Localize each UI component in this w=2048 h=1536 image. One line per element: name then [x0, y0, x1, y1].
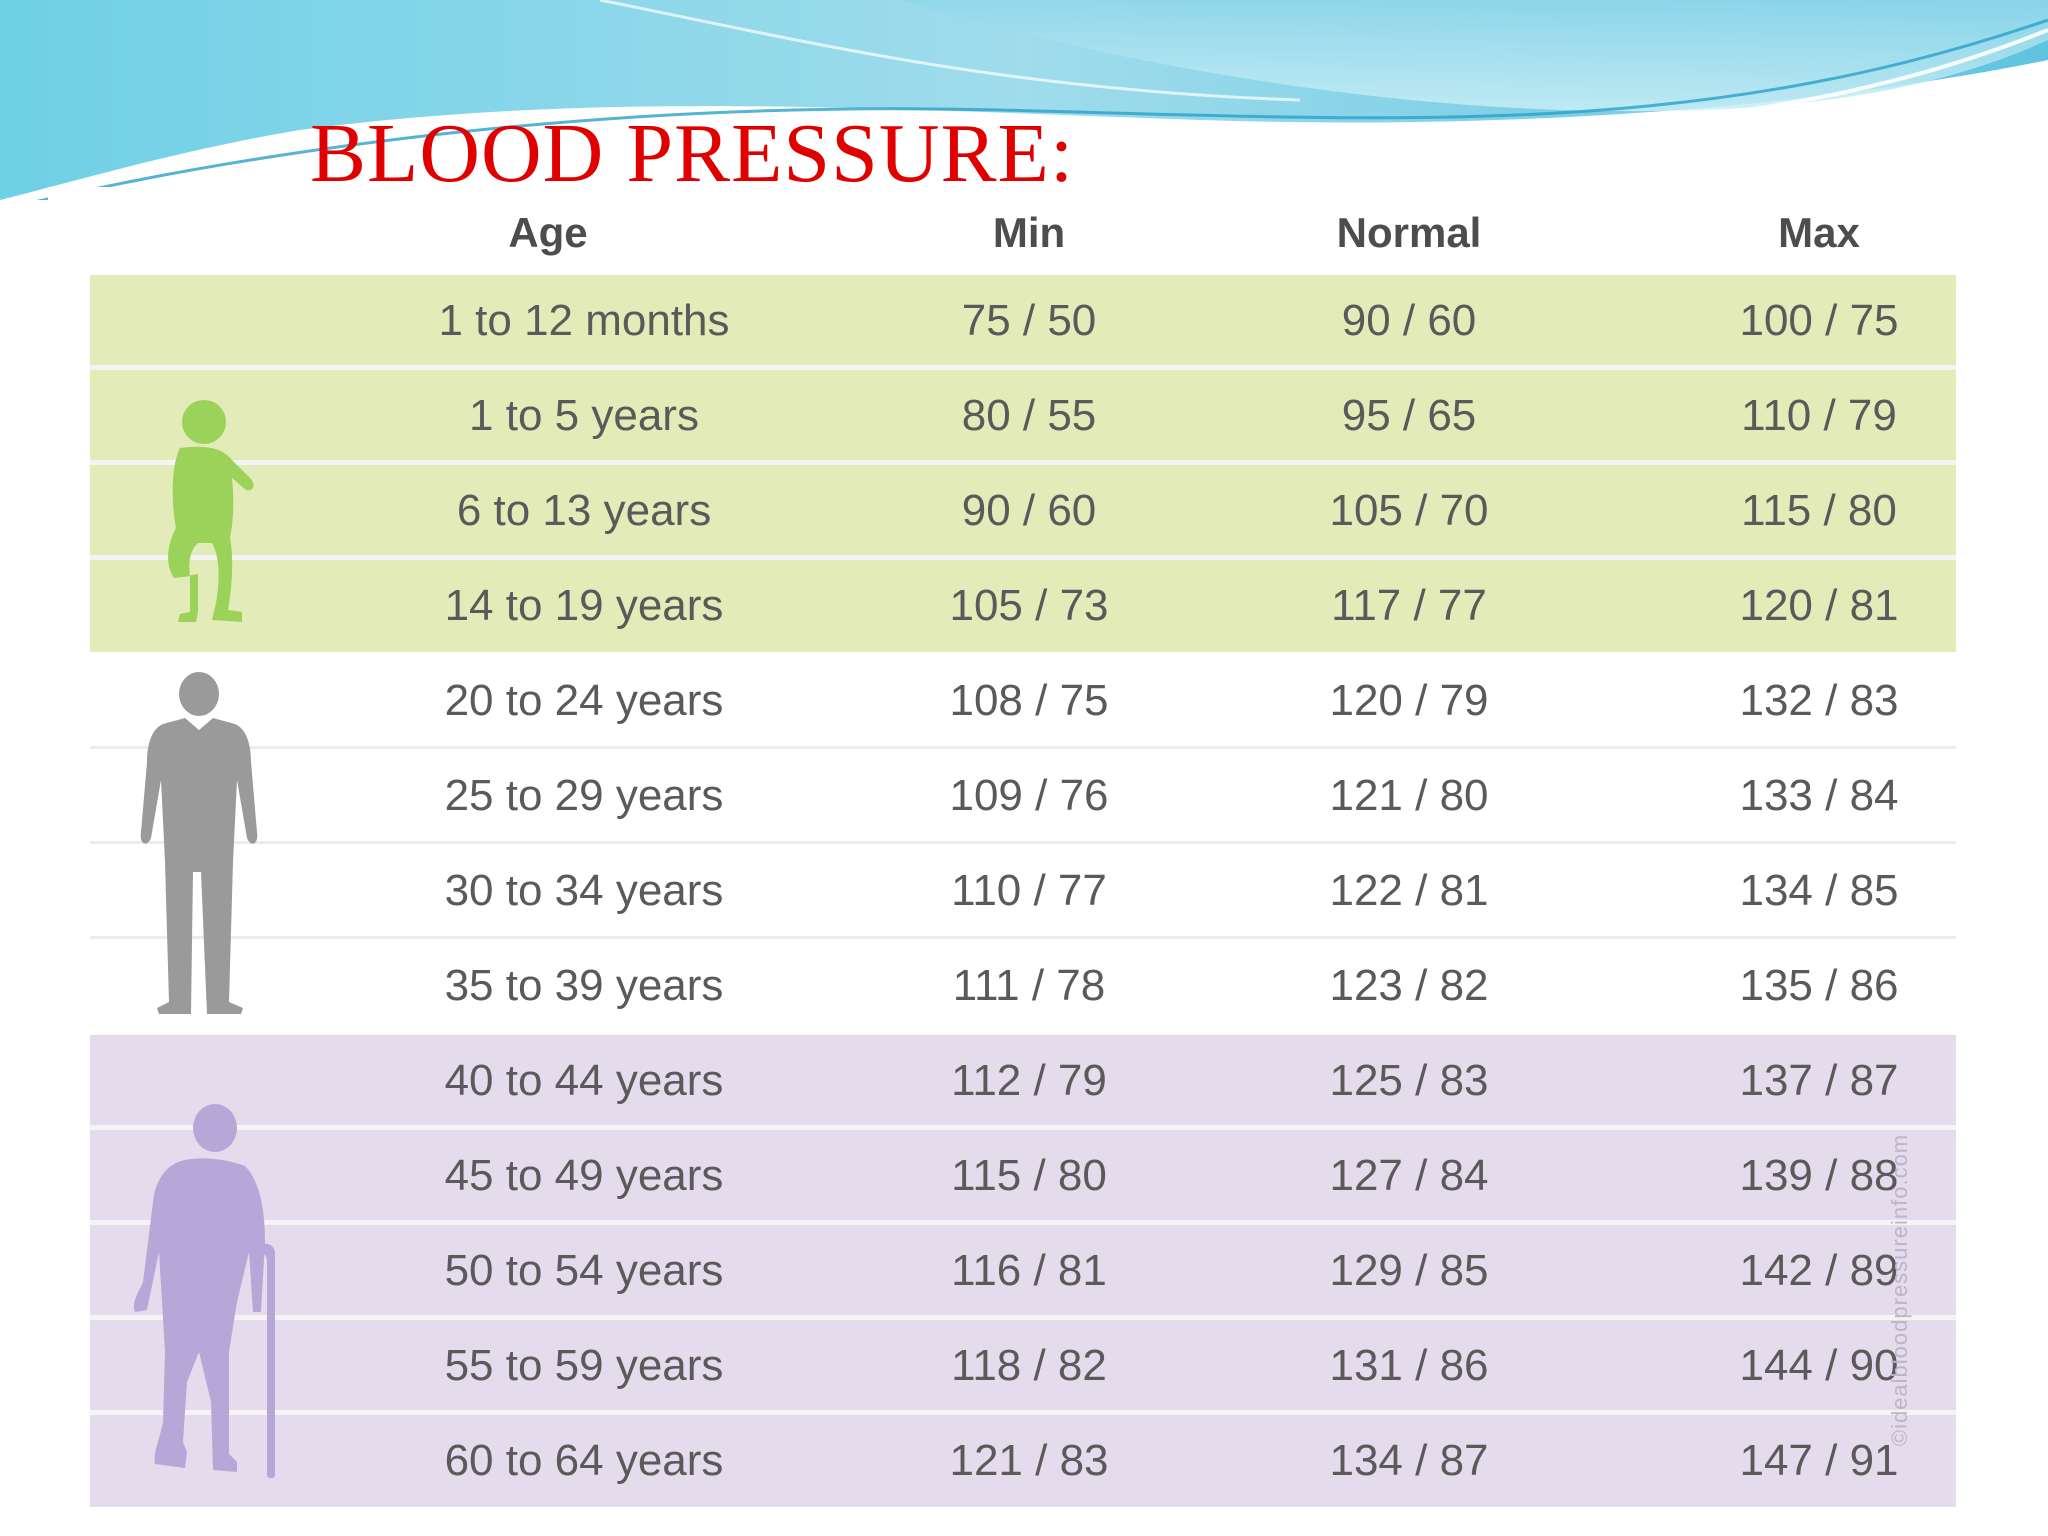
row-divider: [90, 841, 1956, 844]
table-row: 40 to 44 years 112 / 79 125 / 83 137 / 8…: [90, 1035, 1956, 1130]
table-row: 55 to 59 years 118 / 82 131 / 86 144 / 9…: [90, 1320, 1956, 1415]
row-divider: [90, 746, 1956, 749]
table-row: 20 to 24 years 108 / 75 120 / 79 132 / 8…: [90, 655, 1956, 749]
min-cell: 110 / 77: [951, 866, 1107, 915]
table-row: 30 to 34 years 110 / 77 122 / 81 134 / 8…: [90, 845, 1956, 939]
row-divider: [90, 365, 1956, 370]
row-divider: [90, 1410, 1956, 1415]
table-row: 14 to 19 years 105 / 73 117 / 77 120 / 8…: [90, 560, 1956, 652]
normal-cell: 105 / 70: [1329, 486, 1489, 535]
max-cell: 137 / 87: [1739, 1056, 1899, 1105]
row-divider: [90, 1315, 1956, 1320]
min-cell: 116 / 81: [951, 1246, 1107, 1295]
normal-cell: 120 / 79: [1329, 676, 1489, 725]
normal-cell: 125 / 83: [1329, 1056, 1489, 1105]
normal-cell: 127 / 84: [1329, 1151, 1489, 1200]
min-cell: 111 / 78: [952, 961, 1106, 1010]
max-cell: 139 / 88: [1739, 1151, 1899, 1200]
age-cell: 45 to 49 years: [444, 1151, 724, 1200]
age-cell: 60 to 64 years: [444, 1436, 724, 1485]
source-watermark: ©idealbloodpressureinfo.com: [1887, 1133, 1913, 1447]
age-cell: 6 to 13 years: [456, 486, 712, 535]
normal-cell: 129 / 85: [1329, 1246, 1489, 1295]
table-row: 1 to 12 months 75 / 50 90 / 60 100 / 75: [90, 275, 1956, 370]
table-row: 60 to 64 years 121 / 83 134 / 87 147 / 9…: [90, 1415, 1956, 1507]
min-cell: 109 / 76: [949, 771, 1109, 820]
elderly-with-cane-silhouette-icon: [133, 1104, 275, 1478]
max-cell: 142 / 89: [1739, 1246, 1899, 1295]
min-cell: 75 / 50: [961, 296, 1097, 345]
min-cell: 118 / 82: [951, 1341, 1107, 1390]
row-divider: [90, 460, 1956, 465]
age-cell: 50 to 54 years: [444, 1246, 724, 1295]
row-divider: [90, 1125, 1956, 1130]
age-cell: 35 to 39 years: [444, 961, 724, 1010]
min-cell: 80 / 55: [961, 391, 1097, 440]
max-cell: 110 / 79: [1741, 391, 1897, 440]
max-cell: 135 / 86: [1739, 961, 1899, 1010]
max-cell: 120 / 81: [1739, 581, 1899, 630]
age-cell: 25 to 29 years: [444, 771, 724, 820]
table-row: 1 to 5 years 80 / 55 95 / 65 110 / 79: [90, 370, 1956, 465]
max-cell: 100 / 75: [1739, 296, 1899, 345]
adult-silhouette-icon: [140, 672, 258, 1014]
table-row: 6 to 13 years 90 / 60 105 / 70 115 / 80: [90, 465, 1956, 560]
header-min: Min: [992, 209, 1066, 256]
age-cell: 20 to 24 years: [444, 676, 724, 725]
min-cell: 108 / 75: [949, 676, 1109, 725]
table-header: Age Min Normal Max: [48, 187, 1960, 279]
age-cell: 1 to 12 months: [438, 296, 730, 345]
row-divider: [90, 555, 1956, 560]
normal-cell: 122 / 81: [1329, 866, 1489, 915]
max-cell: 134 / 85: [1739, 866, 1899, 915]
normal-cell: 117 / 77: [1331, 581, 1487, 630]
table-row: 35 to 39 years 111 / 78 123 / 82 135 / 8…: [90, 940, 1956, 1032]
header-max: Max: [1778, 209, 1860, 256]
min-cell: 112 / 79: [951, 1056, 1107, 1105]
age-cell: 40 to 44 years: [444, 1056, 724, 1105]
normal-cell: 121 / 80: [1329, 771, 1489, 820]
age-cell: 30 to 34 years: [444, 866, 724, 915]
min-cell: 115 / 80: [951, 1151, 1107, 1200]
slide-title: BLOOD PRESSURE:: [310, 107, 1075, 200]
max-cell: 115 / 80: [1741, 486, 1897, 535]
normal-cell: 90 / 60: [1341, 296, 1477, 345]
blood-pressure-table: Age Min Normal Max 1 to 12 months 75 / 5…: [48, 187, 1960, 1531]
max-cell: 132 / 83: [1739, 676, 1899, 725]
header-wave-decoration: [0, 0, 2048, 200]
row-divider: [90, 1220, 1956, 1225]
age-cell: 14 to 19 years: [444, 581, 724, 630]
child-silhouette-icon: [168, 400, 254, 622]
min-cell: 121 / 83: [949, 1436, 1109, 1485]
normal-cell: 123 / 82: [1329, 961, 1489, 1010]
normal-cell: 95 / 65: [1341, 391, 1477, 440]
normal-cell: 134 / 87: [1329, 1436, 1489, 1485]
header-age: Age: [508, 209, 588, 256]
row-divider: [90, 936, 1956, 939]
table-row: 45 to 49 years 115 / 80 127 / 84 139 / 8…: [90, 1130, 1956, 1225]
header-normal: Normal: [1336, 209, 1482, 256]
max-cell: 144 / 90: [1739, 1341, 1899, 1390]
min-cell: 90 / 60: [961, 486, 1097, 535]
min-cell: 105 / 73: [949, 581, 1109, 630]
max-cell: 133 / 84: [1739, 771, 1899, 820]
table-row: 50 to 54 years 116 / 81 129 / 85 142 / 8…: [90, 1225, 1956, 1320]
age-cell: 55 to 59 years: [444, 1341, 724, 1390]
max-cell: 147 / 91: [1739, 1436, 1899, 1485]
normal-cell: 131 / 86: [1329, 1341, 1489, 1390]
table-row: 25 to 29 years 109 / 76 121 / 80 133 / 8…: [90, 750, 1956, 844]
age-cell: 1 to 5 years: [469, 391, 699, 440]
